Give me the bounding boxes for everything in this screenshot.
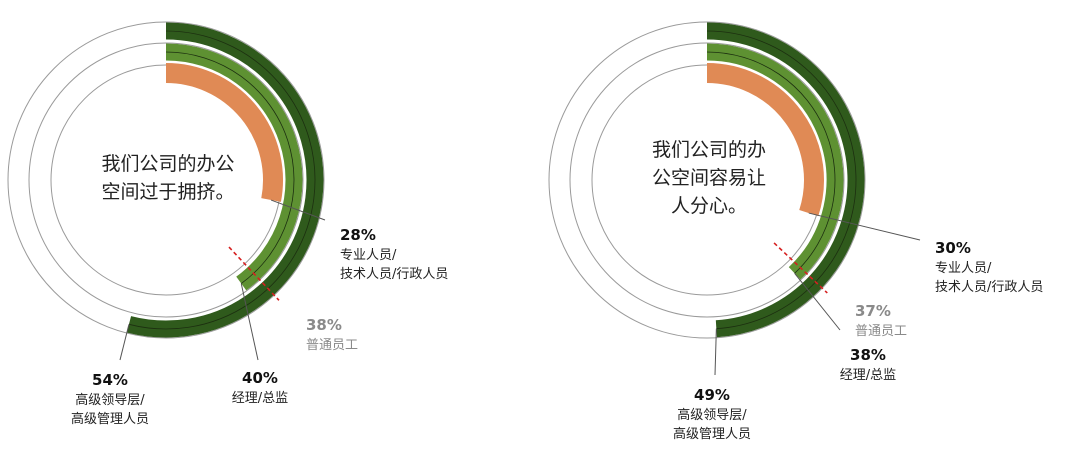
specialist-name-line: 技术人员/行政人员 — [935, 280, 1043, 295]
reference-line — [773, 242, 828, 294]
manager-label: 38% 经理/总监 — [840, 346, 896, 383]
executive-leader-line — [714, 328, 717, 376]
track-ring-3 — [548, 21, 866, 339]
executive-label: 49% 高级领导层/高级管理人员 — [673, 386, 751, 442]
specialist-name-line: 专业人员/ — [340, 248, 397, 263]
reference-line — [228, 246, 280, 301]
track-ring-2 — [569, 42, 845, 318]
manager-percent: 40% — [242, 369, 278, 387]
specialist-leader-line — [808, 212, 921, 241]
executive-arc-inner-line — [706, 30, 857, 330]
track-ring-2 — [28, 42, 304, 318]
manager-arc-inner-line — [165, 51, 295, 284]
employee-reference-label: 38% 普通员工 — [306, 316, 358, 353]
executive-label: 54% 高级领导层/高级管理人员 — [71, 371, 149, 427]
executive-leader-line — [119, 324, 130, 361]
center-title-line: 公空间容易让 — [652, 167, 766, 189]
executive-name-line: 高级管理人员 — [673, 426, 751, 442]
center-title-line: 我们公司的办 — [652, 139, 766, 161]
center-title-line: 人分心。 — [671, 195, 747, 217]
manager-leader-line — [794, 272, 841, 331]
executive-name-line: 高级管理人员 — [71, 411, 149, 427]
specialist-name-line: 技术人员/行政人员 — [340, 267, 448, 282]
track-ring-3 — [7, 21, 325, 339]
center-title-line: 我们公司的办公 — [101, 153, 234, 175]
employee-reference-name-line: 普通员工 — [855, 324, 907, 339]
center-title-line: 空间过于拥挤。 — [101, 181, 234, 203]
employee-reference-label: 37% 普通员工 — [855, 302, 907, 339]
employee-reference-percent: 38% — [306, 316, 342, 334]
specialist-percent: 28% — [340, 226, 376, 244]
employee-reference-name-line: 普通员工 — [306, 338, 358, 353]
manager-name-line: 经理/总监 — [840, 368, 896, 383]
executive-percent: 54% — [92, 371, 128, 389]
specialist-name-line: 专业人员/ — [935, 261, 992, 276]
manager-percent: 38% — [850, 346, 886, 364]
manager-name-line: 经理/总监 — [232, 391, 288, 406]
executive-name-line: 高级领导层/ — [677, 407, 747, 423]
manager-label: 40% 经理/总监 — [232, 369, 288, 406]
specialist-label: 28% 专业人员/技术人员/行政人员 — [340, 226, 448, 282]
manager-leader-line — [240, 283, 259, 361]
specialist-arc — [165, 63, 283, 202]
specialist-arc — [706, 63, 824, 217]
specialist-label: 30% 专业人员/技术人员/行政人员 — [935, 239, 1043, 295]
executive-name-line: 高级领导层/ — [75, 392, 145, 408]
executive-arc-inner-line — [128, 30, 316, 330]
manager-arc-inner-line — [706, 51, 836, 274]
specialist-percent: 30% — [935, 239, 971, 257]
executive-percent: 49% — [694, 386, 730, 404]
specialist-leader-line — [270, 199, 326, 221]
employee-reference-percent: 37% — [855, 302, 891, 320]
